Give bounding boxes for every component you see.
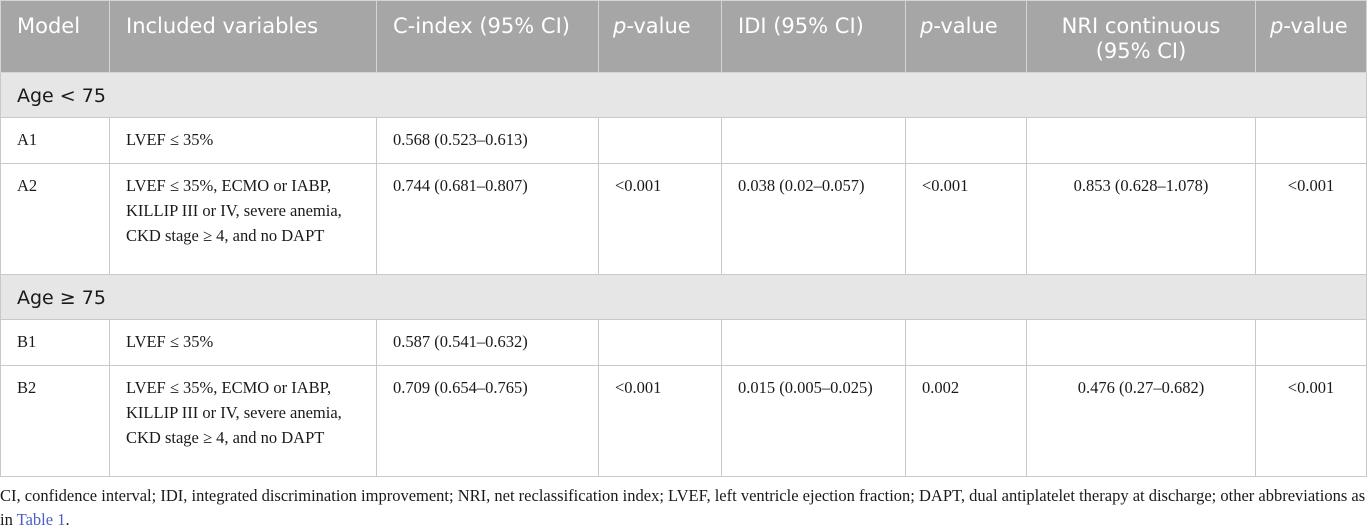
cell-variables: LVEF ≤ 35%, ECMO or IABP, KILLIP III or … <box>109 163 377 275</box>
section-row-age-under-75: Age < 75 <box>0 72 1367 118</box>
header-variables: Included variables <box>109 0 377 73</box>
p-rest: -value <box>933 14 998 38</box>
table-row: A1 LVEF ≤ 35% 0.568 (0.523–0.613) <box>0 117 1367 164</box>
cell-idi: 0.015 (0.005–0.025) <box>721 365 906 477</box>
header-idi: IDI (95% CI) <box>721 0 906 73</box>
cell-p-value-1 <box>598 117 722 164</box>
cell-nri: 0.853 (0.628–1.078) <box>1026 163 1256 275</box>
section-row-age-75-plus: Age ≥ 75 <box>0 274 1367 320</box>
table-1-link[interactable]: Table 1 <box>16 510 66 529</box>
header-row: Model Included variables C-index (95% CI… <box>0 0 1367 73</box>
cell-nri <box>1026 319 1256 366</box>
cell-model: B2 <box>0 365 110 477</box>
nri-line2: (95% CI) <box>1095 39 1187 63</box>
cell-idi <box>721 319 906 366</box>
p-italic: p <box>920 14 934 38</box>
footnote-end: . <box>65 510 70 529</box>
cell-model: B1 <box>0 319 110 366</box>
p-rest: -value <box>626 14 691 38</box>
section-label: Age < 75 <box>0 72 1367 118</box>
p-italic: p <box>1270 14 1284 38</box>
header-model: Model <box>0 0 110 73</box>
header-p-value-3: p-value <box>1255 0 1367 73</box>
p-rest: -value <box>1283 14 1348 38</box>
header-p-value-2: p-value <box>905 0 1027 73</box>
table-row: B1 LVEF ≤ 35% 0.587 (0.541–0.632) <box>0 319 1367 366</box>
cell-model: A1 <box>0 117 110 164</box>
cell-p-value-2: 0.002 <box>905 365 1027 477</box>
header-cindex: C-index (95% CI) <box>376 0 599 73</box>
cell-idi <box>721 117 906 164</box>
p-italic: p <box>613 14 627 38</box>
cell-idi: 0.038 (0.02–0.057) <box>721 163 906 275</box>
table-row: A2 LVEF ≤ 35%, ECMO or IABP, KILLIP III … <box>0 163 1367 275</box>
cell-variables: LVEF ≤ 35%, ECMO or IABP, KILLIP III or … <box>109 365 377 477</box>
cell-variables: LVEF ≤ 35% <box>109 319 377 366</box>
cell-p-value-1 <box>598 319 722 366</box>
footnote-text: CI, confidence interval; IDI, integrated… <box>0 486 1366 529</box>
cell-cindex: 0.587 (0.541–0.632) <box>376 319 599 366</box>
header-p-value-1: p-value <box>598 0 722 73</box>
cell-cindex: 0.709 (0.654–0.765) <box>376 365 599 477</box>
table-row: B2 LVEF ≤ 35%, ECMO or IABP, KILLIP III … <box>0 365 1367 477</box>
cell-p-value-2 <box>905 319 1027 366</box>
cell-p-value-2: <0.001 <box>905 163 1027 275</box>
cell-nri: 0.476 (0.27–0.682) <box>1026 365 1256 477</box>
cell-p-value-3 <box>1255 117 1367 164</box>
results-table: Model Included variables C-index (95% CI… <box>0 0 1367 477</box>
table-footnote: CI, confidence interval; IDI, integrated… <box>0 484 1366 532</box>
cell-model: A2 <box>0 163 110 275</box>
cell-p-value-3: <0.001 <box>1255 163 1367 275</box>
nri-line1: NRI continuous <box>1061 14 1221 38</box>
cell-cindex: 0.568 (0.523–0.613) <box>376 117 599 164</box>
cell-cindex: 0.744 (0.681–0.807) <box>376 163 599 275</box>
cell-p-value-1: <0.001 <box>598 163 722 275</box>
cell-variables: LVEF ≤ 35% <box>109 117 377 164</box>
cell-p-value-2 <box>905 117 1027 164</box>
cell-p-value-3 <box>1255 319 1367 366</box>
cell-nri <box>1026 117 1256 164</box>
section-label: Age ≥ 75 <box>0 274 1367 320</box>
cell-p-value-1: <0.001 <box>598 365 722 477</box>
header-nri: NRI continuous (95% CI) <box>1026 0 1256 73</box>
cell-p-value-3: <0.001 <box>1255 365 1367 477</box>
